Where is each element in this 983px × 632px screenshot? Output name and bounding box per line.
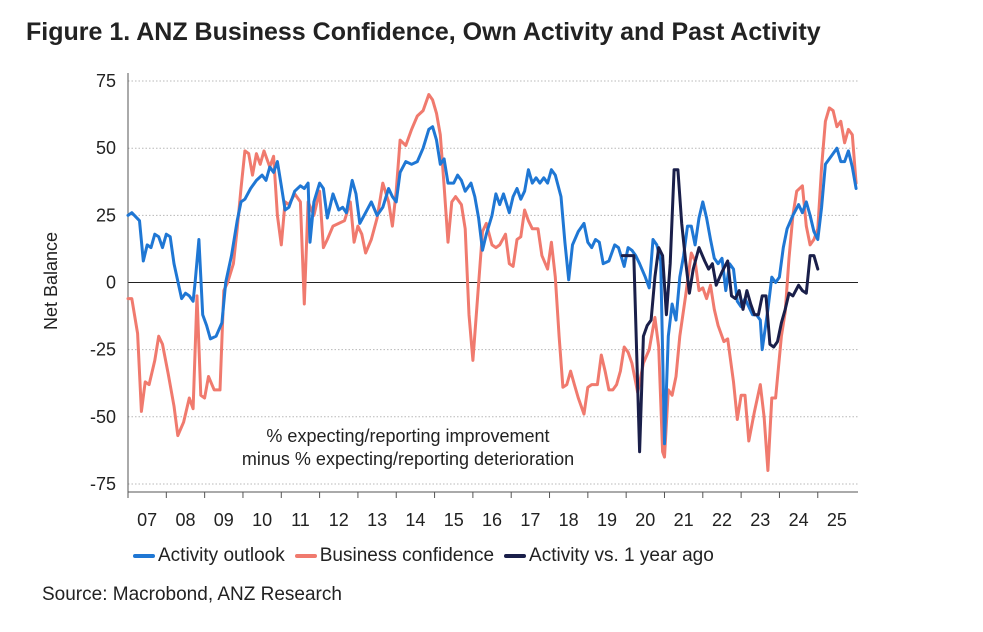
- series-line-activity-vs-1-year-ago: [620, 168, 820, 454]
- legend-item-activity-outlook: Activity outlook: [133, 545, 285, 567]
- legend-swatch: [504, 554, 527, 558]
- y-tick-label: -75: [90, 474, 116, 494]
- x-tick-label: 10: [252, 510, 272, 530]
- y-tick-label: 50: [96, 138, 116, 158]
- legend-swatch: [133, 554, 155, 558]
- legend-swatch: [294, 554, 317, 558]
- x-tick-label: 21: [674, 510, 694, 530]
- y-tick-label: -50: [90, 407, 116, 427]
- x-tick-label: 11: [291, 510, 310, 530]
- x-tick-label: 19: [597, 510, 617, 530]
- x-tick-label: 14: [405, 510, 425, 530]
- legend-label: Business confidence: [319, 545, 495, 566]
- x-tick-label: 20: [635, 510, 655, 530]
- annotation-line-1: % expecting/reporting improvement: [266, 426, 549, 446]
- x-tick-label: 07: [137, 510, 157, 530]
- y-tick-labels: 75 50 25 0 -25 -50 -75: [90, 71, 116, 494]
- x-tick-label: 13: [367, 510, 387, 530]
- legend-label: Activity outlook: [158, 545, 285, 566]
- x-tick-label: 09: [214, 510, 234, 530]
- y-axis-label: Net Balance: [41, 232, 61, 330]
- x-tick-label: 12: [329, 510, 349, 530]
- y-tick-label: 0: [106, 273, 116, 293]
- x-tick-label: 18: [559, 510, 579, 530]
- y-tick-label: -25: [90, 340, 116, 360]
- x-tick-label: 25: [827, 510, 847, 530]
- x-tick-label: 17: [520, 510, 540, 530]
- legend-item-business-confidence: Business confidence: [294, 545, 495, 567]
- y-tick-label: 25: [96, 205, 116, 225]
- x-tick-label: 24: [789, 510, 809, 530]
- legend-item-activity-vs-year-ago: Activity vs. 1 year ago: [504, 545, 714, 567]
- x-tick-label: 16: [482, 510, 502, 530]
- series-line-activity-outlook: [126, 125, 858, 446]
- x-tick-label: 08: [175, 510, 195, 530]
- y-tick-label: 75: [96, 71, 116, 91]
- series-line-business-confidence: [126, 93, 858, 472]
- x-tick-label: 23: [750, 510, 770, 530]
- figure-title: Figure 1. ANZ Business Confidence, Own A…: [26, 18, 821, 46]
- annotation-line-2: minus % expecting/reporting deterioratio…: [242, 449, 574, 469]
- series-lines: [126, 93, 858, 472]
- legend-label: Activity vs. 1 year ago: [529, 545, 714, 566]
- source-note: Source: Macrobond, ANZ Research: [42, 584, 342, 605]
- x-tick-labels: 07 08 09 10 11 12 13 14 15 16 17 18 19 20 21 22 23 24 25: [137, 510, 847, 530]
- x-tick-label: 22: [712, 510, 732, 530]
- x-tick-label: 15: [444, 510, 464, 530]
- legend: Activity outlook Business confidence Act…: [133, 545, 714, 567]
